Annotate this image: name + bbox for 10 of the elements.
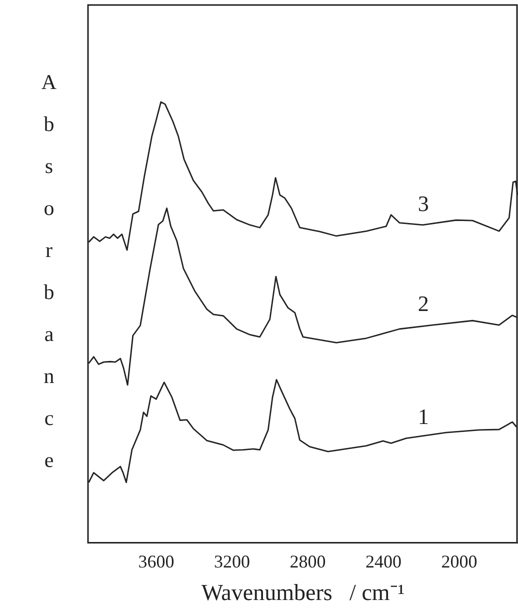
x-axis-title: Wavenumbers / cm⁻¹ <box>201 580 405 606</box>
series-label: 2 <box>418 290 429 316</box>
x-tick-label: 3200 <box>214 551 250 572</box>
y-axis-title: Absorbance <box>36 70 61 490</box>
x-tick-label: 3600 <box>138 551 174 572</box>
x-tick-label: 2800 <box>290 551 326 572</box>
series-label: 3 <box>418 190 429 216</box>
x-tick-label: 2400 <box>366 551 402 572</box>
x-tick-label: 2000 <box>441 551 478 572</box>
series-label: 1 <box>418 404 429 430</box>
